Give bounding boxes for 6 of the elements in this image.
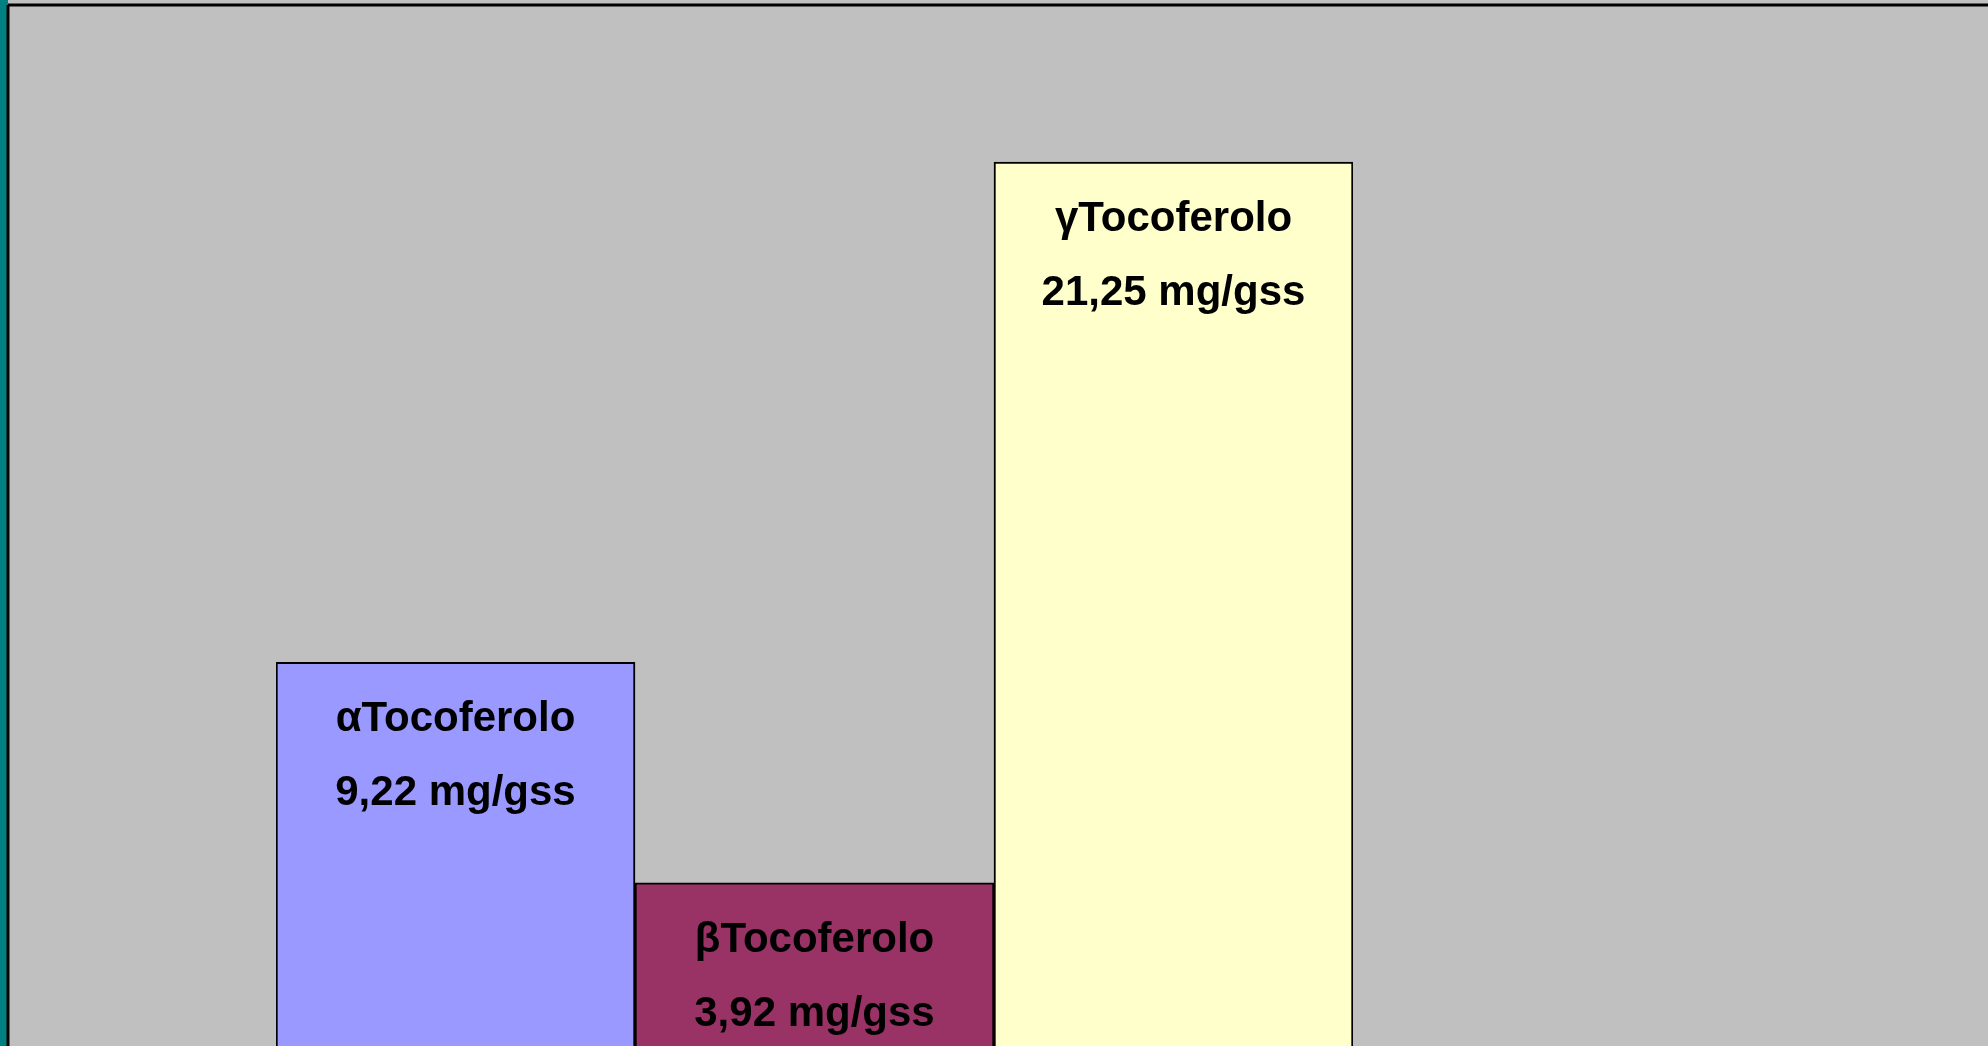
- x-tick-label: αTocoferolo: [335, 693, 576, 741]
- data-label: 3,92 mg/gss: [694, 987, 935, 1035]
- data-label: 21,25 mg/gss: [1041, 266, 1306, 314]
- data-label: 9,22 mg/gss: [335, 767, 576, 815]
- x-tick-label: γTocoferolo: [1054, 192, 1293, 240]
- x-tick-label: βTocoferolo: [694, 913, 935, 961]
